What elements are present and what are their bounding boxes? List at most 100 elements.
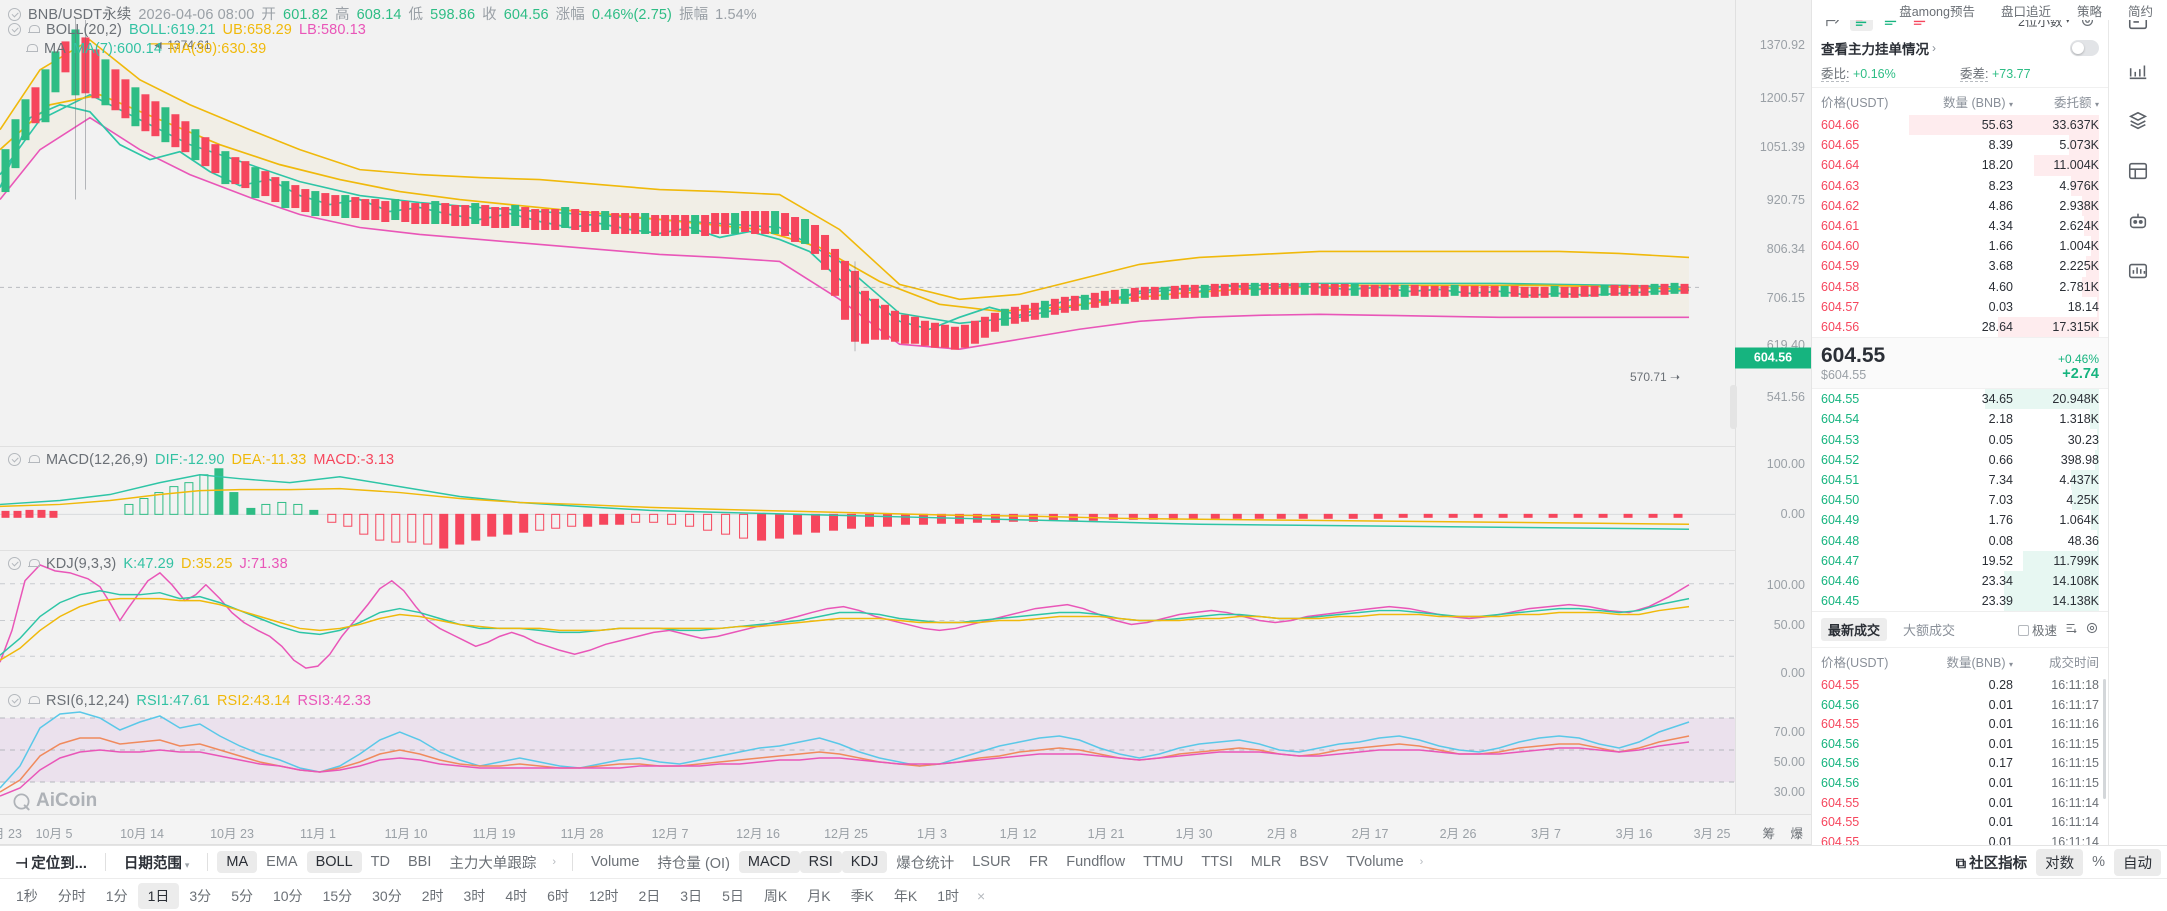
orderbook-row[interactable]: 604.47 19.52 11.799K xyxy=(1812,550,2108,571)
indicator-bsv[interactable]: BSV xyxy=(1299,854,1329,870)
orderbook-row[interactable]: 604.49 1.76 1.064K xyxy=(1812,510,2108,531)
close-icon[interactable]: × xyxy=(977,887,986,904)
ma-name[interactable]: MA xyxy=(44,41,66,57)
alert-bell-icon[interactable] xyxy=(28,695,40,707)
rsi-pane[interactable] xyxy=(0,688,1735,814)
indicator-td[interactable]: TD xyxy=(370,854,390,870)
ask-rows[interactable]: 604.66 55.63 33.637K 604.65 8.39 5.073K … xyxy=(1812,115,2108,338)
orderbook-row[interactable]: 604.60 1.66 1.004K xyxy=(1812,236,2108,257)
indicator-fr[interactable]: FR xyxy=(1028,854,1049,870)
price-axis[interactable]: 1370.92 1200.57 1051.39 920.75 806.34 70… xyxy=(1730,0,1811,814)
trades-scrollbar[interactable] xyxy=(2103,679,2106,800)
orderbook-row[interactable]: 604.45 23.39 14.138K xyxy=(1812,590,2108,612)
timeframe-1h[interactable]: 1时 xyxy=(937,887,960,904)
trade-row[interactable]: 604.56 0.01 16:11:15 xyxy=(1812,773,2108,793)
indicator-tvolume[interactable]: TVolume xyxy=(1346,854,1404,870)
orderbook-row[interactable]: 604.51 7.34 4.437K xyxy=(1812,469,2108,491)
robot-icon[interactable] xyxy=(2121,204,2155,238)
orderbook-row[interactable]: 604.50 7.03 4.25K xyxy=(1812,490,2108,511)
sort-icon[interactable] xyxy=(2064,621,2078,638)
scale-percent-toggle[interactable]: % xyxy=(2092,854,2105,870)
topstrip-item-3[interactable]: 简约 xyxy=(2127,4,2153,19)
trade-row[interactable]: 604.56 0.01 16:11:15 xyxy=(1812,734,2108,754)
scale-log-toggle[interactable]: 对数 xyxy=(2036,848,2084,876)
trade-row[interactable]: 604.55 0.01 16:11:14 xyxy=(1812,793,2108,813)
chevron-right-icon[interactable]: › xyxy=(552,856,557,868)
timeframe-5d[interactable]: 5日 xyxy=(722,887,744,904)
timeframe-1d[interactable]: 1日 xyxy=(137,882,180,909)
timeframe-12h[interactable]: 12时 xyxy=(588,887,619,904)
orderbook-row[interactable]: 604.46 23.34 14.108K xyxy=(1812,570,2108,591)
chevron-right-icon[interactable]: › xyxy=(1419,856,1424,868)
locate-button[interactable]: ⊣ 定位到... xyxy=(15,855,87,872)
timeframe-15m[interactable]: 15分 xyxy=(322,887,353,904)
topstrip-item-1[interactable]: 盘口追近 xyxy=(2000,4,2051,19)
collapse-icon[interactable] xyxy=(8,23,21,36)
layers-icon[interactable] xyxy=(2121,104,2155,138)
timeframe-3h[interactable]: 3时 xyxy=(463,887,486,904)
orderbook-row[interactable]: 604.65 8.39 5.073K xyxy=(1812,135,2108,156)
collapse-icon[interactable] xyxy=(8,557,21,570)
kdj-name[interactable]: KDJ(9,3,3) xyxy=(46,556,117,572)
timeframe-10m[interactable]: 10分 xyxy=(272,887,303,904)
kdj-pane[interactable] xyxy=(0,551,1735,688)
trade-row[interactable]: 604.56 0.01 16:11:17 xyxy=(1812,695,2108,715)
indicator-ema[interactable]: EMA xyxy=(266,854,298,870)
scale-auto-toggle[interactable]: 自动 xyxy=(2114,848,2161,876)
orderbook-row[interactable]: 604.55 34.65 20.948K xyxy=(1812,389,2108,410)
alert-bell-icon[interactable] xyxy=(28,24,40,36)
timeframe-2h[interactable]: 2时 xyxy=(421,887,444,904)
indicator-boll[interactable]: BOLL xyxy=(306,851,362,873)
timeframe-2d[interactable]: 2日 xyxy=(638,887,661,904)
collapse-icon[interactable] xyxy=(8,453,21,466)
time-axis[interactable]: 10月 5 10月 14 10月 23 10月 23 11月 1 11月 10 … xyxy=(0,814,1811,845)
timeframe-quarterly[interactable]: 季K xyxy=(850,887,874,904)
fast-mode-checkbox[interactable]: 极速 xyxy=(2017,620,2057,639)
indicator-lsur[interactable]: LSUR xyxy=(972,854,1011,870)
rsi-name[interactable]: RSI(6,12,24) xyxy=(46,693,130,709)
orderbook-row[interactable]: 604.56 28.64 17.315K xyxy=(1812,316,2108,338)
timeframe-30m[interactable]: 30分 xyxy=(372,887,402,904)
indicator-main-order-tracking[interactable]: 主力大单跟踪 xyxy=(449,855,537,872)
macd-name[interactable]: MACD(12,26,9) xyxy=(46,452,149,468)
indicator-macd[interactable]: MACD xyxy=(738,851,800,873)
orderbook-row[interactable]: 604.62 4.86 2.938K xyxy=(1812,195,2108,216)
gear-icon[interactable] xyxy=(2085,621,2099,638)
bid-rows[interactable]: 604.55 34.65 20.948K 604.54 2.18 1.318K … xyxy=(1812,389,2108,612)
chip-distribution[interactable]: 筹 xyxy=(1762,827,1775,841)
orderbook-row[interactable]: 604.48 0.08 48.36 xyxy=(1812,530,2108,551)
price-pane[interactable]: ◄ 1374.61 570.71 ➝ xyxy=(0,0,1735,447)
timeframe-6h[interactable]: 6时 xyxy=(547,887,569,904)
tab-large-trades[interactable]: 大额成交 xyxy=(1903,623,1956,639)
orderbook-row[interactable]: 604.59 3.68 2.225K xyxy=(1812,256,2108,277)
alert-bell-icon[interactable] xyxy=(26,43,38,55)
chart-line-icon[interactable] xyxy=(2121,54,2155,88)
chip-liquidation[interactable]: 爆 xyxy=(1790,827,1803,841)
timeframe-3m[interactable]: 3分 xyxy=(189,887,212,904)
indicator-fundflow[interactable]: Fundflow xyxy=(1066,854,1126,870)
orderbook-row[interactable]: 604.52 0.66 398.98 xyxy=(1812,449,2108,470)
timeframe-4h[interactable]: 4时 xyxy=(505,887,528,904)
orderbook-row[interactable]: 604.57 0.03 18.14 xyxy=(1812,296,2108,317)
timeframe-1m[interactable]: 1分 xyxy=(105,887,128,904)
orderbook-row[interactable]: 604.53 0.05 30.23 xyxy=(1812,429,2108,450)
orderbook-row[interactable]: 604.63 8.23 4.976K xyxy=(1812,175,2108,196)
col-qty[interactable]: 数量(BNB) ▾ xyxy=(1946,656,2013,671)
topstrip-item-0[interactable]: 盘among预告 xyxy=(1899,4,1975,19)
date-range-button[interactable]: 日期范围 ▾ xyxy=(123,855,190,872)
col-qty[interactable]: 数量 (BNB) ▾ xyxy=(1942,96,2013,110)
indicator-volume[interactable]: Volume xyxy=(591,854,640,870)
main-flow-toggle[interactable] xyxy=(2070,40,2099,56)
topstrip-item-2[interactable]: 策略 xyxy=(2076,4,2102,19)
trade-row[interactable]: 604.56 0.17 16:11:15 xyxy=(1812,754,2108,774)
main-flow-row[interactable]: 查看主力挂单情况 › xyxy=(1812,35,2108,62)
indicator-mlr[interactable]: MLR xyxy=(1250,854,1282,870)
orderbook-row[interactable]: 604.54 2.18 1.318K xyxy=(1812,409,2108,430)
boll-name[interactable]: BOLL(20,2) xyxy=(46,22,122,38)
timeframe-tick[interactable]: 分时 xyxy=(57,887,86,904)
collapse-icon[interactable] xyxy=(8,8,21,21)
timeframe-1s[interactable]: 1秒 xyxy=(16,887,38,904)
timeframe-yearly[interactable]: 年K xyxy=(893,887,918,904)
trade-row[interactable]: 604.55 0.01 16:11:16 xyxy=(1812,714,2108,734)
alert-bell-icon[interactable] xyxy=(28,558,40,570)
